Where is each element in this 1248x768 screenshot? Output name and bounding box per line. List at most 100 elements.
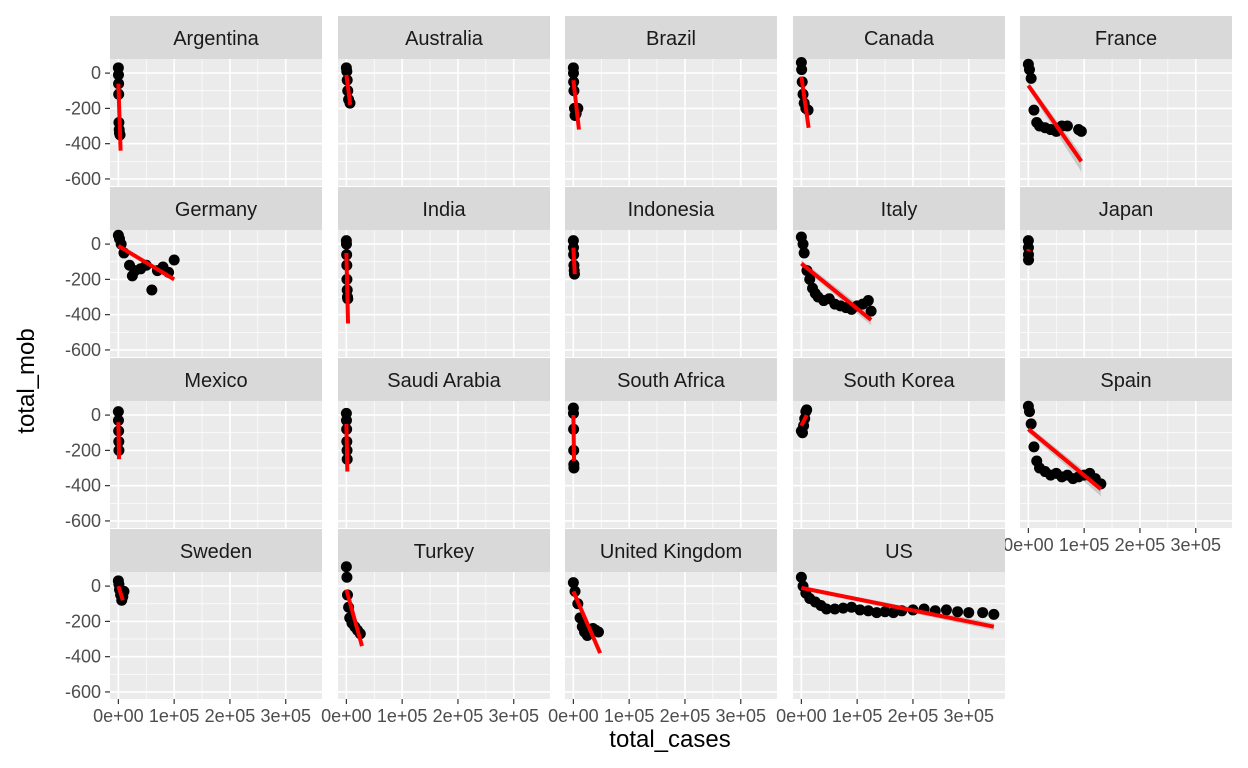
facet-strip-label: South Africa [617, 370, 726, 392]
facet-strip [1020, 358, 1232, 401]
facet-panel: US 0e+00 1e+05 2e+05 3e+05 [776, 529, 1005, 726]
facet-strip-label: Brazil [646, 28, 696, 50]
facet-strip-label: Saudi Arabia [387, 370, 501, 392]
y-tick-label: 0 [91, 63, 101, 83]
facet-strip-label: India [422, 199, 466, 221]
facet-strip [793, 529, 1005, 572]
data-point [592, 626, 604, 638]
regression-line [116, 422, 122, 460]
data-point [963, 607, 975, 619]
facet-strip [338, 358, 550, 401]
x-tick-label: 1e+05 [377, 706, 428, 726]
facet-strip [565, 16, 777, 59]
x-tick-label: 1e+05 [832, 706, 883, 726]
regression-line [800, 585, 995, 629]
panel-background [565, 59, 777, 186]
y-tick-label: -400 [65, 305, 101, 325]
y-tick-label: -400 [65, 647, 101, 667]
facet-strip-label: Italy [881, 199, 918, 221]
data-point [341, 571, 353, 583]
data-point [795, 571, 807, 583]
facet-strip-label: Spain [1100, 370, 1151, 392]
facet-strip-label: Australia [405, 28, 484, 50]
y-axis-title: total_mob [13, 328, 40, 433]
data-point [1028, 441, 1040, 453]
regression-line [344, 74, 353, 106]
data-point [854, 604, 866, 616]
facet-strip [793, 187, 1005, 230]
facet-strip [565, 358, 777, 401]
facet-strip-label: Japan [1099, 199, 1154, 221]
x-tick-label: 2e+05 [205, 706, 256, 726]
x-tick-label: 3e+05 [715, 706, 766, 726]
facet-panel: Turkey 0e+00 1e+05 2e+05 3e+05 [321, 529, 550, 726]
regression-line [344, 252, 351, 324]
facet-strip [338, 16, 550, 59]
data-point [340, 414, 352, 426]
regression-line [571, 79, 581, 130]
data-point [146, 284, 158, 296]
x-tick-label: 0e+00 [93, 706, 144, 726]
data-point [796, 64, 808, 76]
facet-strip [1020, 187, 1232, 230]
y-tick-label: -400 [65, 134, 101, 154]
facet-strip [110, 187, 322, 230]
y-tick-label: -200 [65, 440, 101, 460]
facet-strip [1020, 16, 1232, 59]
facet-strip [565, 529, 777, 572]
panel-background [338, 59, 550, 186]
data-point [862, 605, 874, 617]
x-tick-label: 2e+05 [1115, 535, 1166, 555]
data-point [820, 603, 832, 615]
panel-background [110, 59, 322, 186]
data-point [837, 602, 849, 614]
data-point [168, 254, 180, 266]
x-tick-label: 3e+05 [943, 706, 994, 726]
regression-line [571, 415, 577, 462]
x-tick-label: 2e+05 [888, 706, 939, 726]
data-point [112, 69, 124, 81]
data-point [1025, 418, 1037, 430]
regression-line [116, 585, 125, 601]
data-point [798, 247, 810, 259]
regression-line [1026, 84, 1084, 163]
facet-panel: Canada [793, 16, 1005, 186]
facet-strip [793, 16, 1005, 59]
x-tick-label: 2e+05 [433, 706, 484, 726]
facet-panel: Germany 0 -200 -400 -600 [65, 187, 322, 360]
y-tick-label: -600 [65, 340, 101, 360]
x-tick-label: 1e+05 [149, 706, 200, 726]
panel-background [338, 401, 550, 528]
panel-background [110, 572, 322, 699]
facet-panel: France [1020, 16, 1232, 186]
facet-panel: Spain 0e+00 1e+05 2e+05 3e+05 [1003, 358, 1232, 555]
x-tick-label: 0e+00 [776, 706, 827, 726]
panel-background [793, 59, 1005, 186]
x-tick-label: 0e+00 [1003, 535, 1054, 555]
data-point [862, 295, 874, 307]
x-tick-label: 3e+05 [260, 706, 311, 726]
y-tick-label: 0 [91, 576, 101, 596]
data-point [112, 414, 124, 426]
panel-background [793, 230, 1005, 357]
facet-strip [338, 187, 550, 230]
facet-strip [793, 358, 1005, 401]
facet-strip-label: Mexico [184, 370, 247, 392]
data-point [112, 406, 124, 418]
regression-line [117, 244, 176, 282]
facet-panel: Italy [793, 187, 1005, 357]
y-tick-label: -600 [65, 511, 101, 531]
panel-background [110, 230, 322, 357]
facet-panel: Mexico 0 -200 -400 -600 [65, 358, 322, 531]
y-tick-label: -200 [65, 611, 101, 631]
regression-line [799, 76, 811, 129]
y-tick-label: -200 [65, 269, 101, 289]
data-point [340, 561, 352, 573]
data-point [871, 607, 883, 619]
data-point [567, 407, 579, 419]
data-point [1075, 125, 1087, 137]
facet-strip [110, 529, 322, 572]
panel-background [338, 572, 550, 699]
data-point [801, 404, 813, 416]
